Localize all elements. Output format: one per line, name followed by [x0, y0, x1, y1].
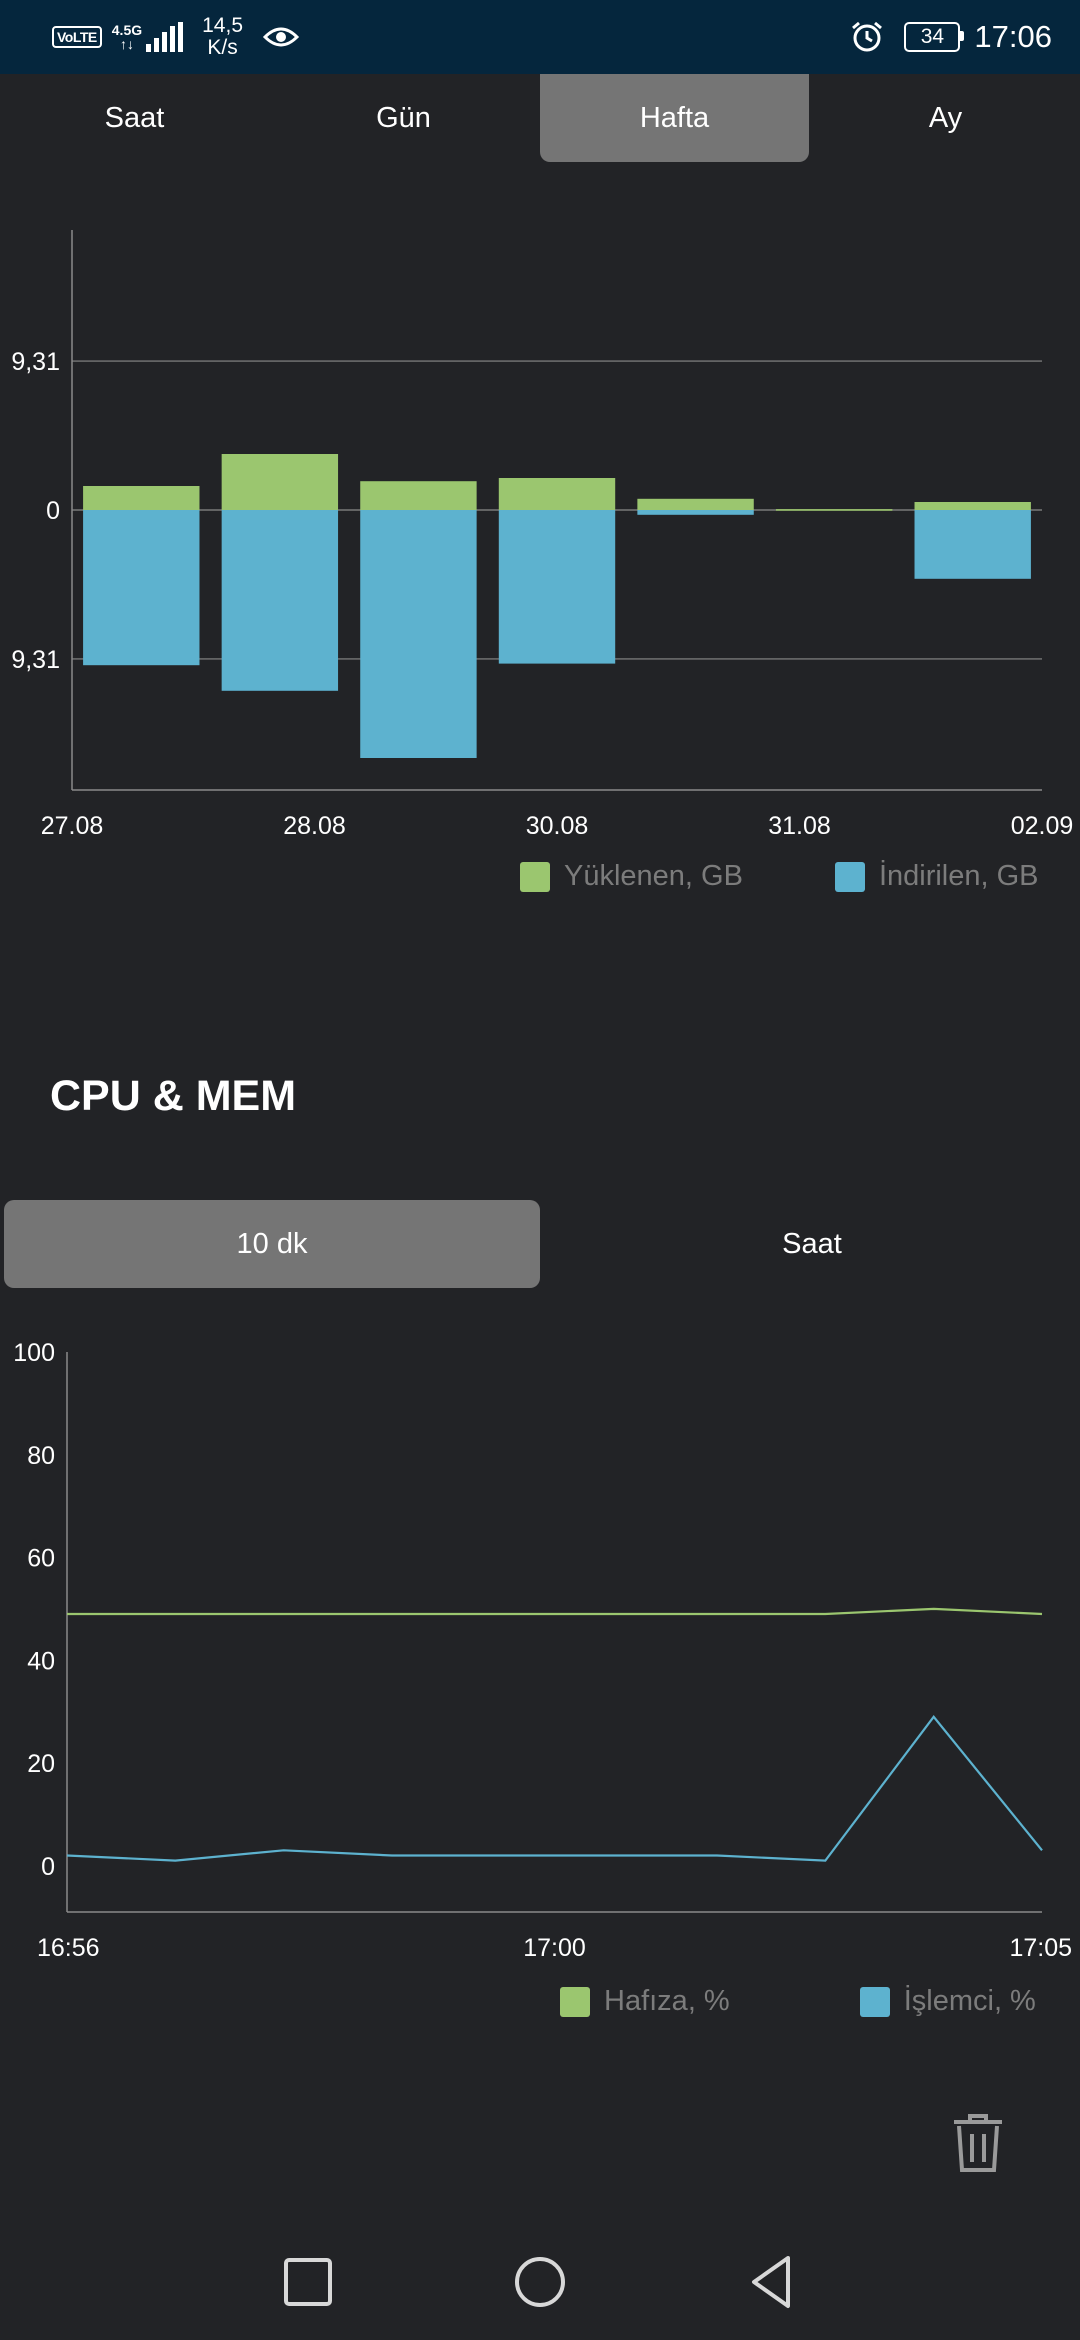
- y-tick-label: 60: [27, 1545, 55, 1573]
- upload-bar: [83, 486, 200, 510]
- tab-hafta[interactable]: Hafta: [540, 74, 809, 162]
- traffic-period-tabs: Saat Gün Hafta Ay: [0, 74, 1080, 162]
- download-bar: [637, 510, 754, 515]
- tab-label: Saat: [104, 101, 165, 134]
- y-tick-label: 100: [13, 1339, 55, 1367]
- y-tick-label: 20: [27, 1750, 55, 1778]
- traffic-legend: Yüklenen, GB İndirilen, GB: [520, 860, 1039, 893]
- x-tick-label: 30.08: [526, 812, 589, 840]
- x-tick-label: 17:00: [523, 1934, 586, 1962]
- x-tick-label: 17:05: [1009, 1934, 1072, 1962]
- trash-icon[interactable]: [950, 2112, 1006, 2174]
- upload-bar: [637, 498, 754, 510]
- traffic-bar-chart: 9,31 0 9,31 27.08 28.08 30.08 31.08 02.09: [11, 230, 1074, 840]
- tab-label: Hafta: [639, 101, 710, 134]
- tab-label: 10 dk: [236, 1227, 308, 1260]
- download-bar: [498, 510, 616, 664]
- download-legend-swatch: [834, 861, 865, 892]
- upload-bar: [498, 478, 616, 510]
- y-tick-label: 9,31: [11, 646, 60, 674]
- navigation-bar: [0, 2230, 1080, 2340]
- download-bar: [914, 510, 1031, 579]
- y-tick-label: 0: [41, 1853, 55, 1881]
- x-tick-label: 28.08: [283, 812, 346, 840]
- tab-saat-cpu[interactable]: Saat: [544, 1200, 1080, 1288]
- section-title: CPU & MEM: [50, 1072, 297, 1120]
- battery-icon: 34: [904, 22, 965, 52]
- download-bar: [360, 510, 477, 758]
- x-tick-label: 31.08: [768, 812, 831, 840]
- status-time: 17:06: [974, 19, 1052, 54]
- upload-legend-swatch: [520, 861, 550, 892]
- memory-line: [67, 1607, 1043, 1616]
- memory-legend-swatch: [560, 1986, 590, 2017]
- tab-10dk[interactable]: 10 dk: [4, 1200, 540, 1288]
- upload-legend-label: Yüklenen, GB: [564, 860, 743, 892]
- tab-label: Saat: [782, 1227, 842, 1260]
- alarm-icon: [852, 21, 883, 52]
- download-bar: [83, 510, 200, 666]
- status-bar: VoLTE 4.5G ↑↓ 14,5 K/s 34 17:06: [0, 0, 1080, 74]
- eye-icon: [263, 27, 299, 47]
- upload-bar: [914, 502, 1031, 510]
- cpu-line: [66, 1715, 1043, 1862]
- network-speed: 14,5 K/s: [202, 14, 243, 59]
- volte-badge: VoLTE: [52, 26, 102, 48]
- memory-legend-label: Hafıza, %: [604, 1985, 730, 2017]
- y-tick-label: 0: [46, 497, 60, 525]
- y-tick-label: 80: [27, 1442, 55, 1470]
- x-tick-label: 02.09: [1011, 812, 1074, 840]
- tab-label: Ay: [928, 101, 963, 134]
- download-bar: [221, 510, 339, 691]
- tab-ay[interactable]: Ay: [811, 74, 1080, 162]
- circle-icon[interactable]: [508, 2250, 572, 2314]
- back-triangle-icon[interactable]: [740, 2250, 804, 2314]
- x-tick-label: 16:56: [37, 1934, 100, 1962]
- cpu-mem-line-chart: 100 80 60 40 20 0 16:56 17:00 17:05: [13, 1339, 1072, 1962]
- cpu-legend-label: İşlemci, %: [903, 1985, 1036, 2017]
- tab-saat[interactable]: Saat: [0, 74, 269, 162]
- download-legend-label: İndirilen, GB: [878, 860, 1039, 892]
- cpu-legend: Hafıza, % İşlemci, %: [560, 1985, 1036, 2018]
- y-tick-label: 9,31: [11, 348, 60, 376]
- tab-label: Gün: [376, 101, 431, 134]
- network-gen-label: 4.5G ↑↓: [111, 22, 143, 52]
- upload-bar: [221, 454, 339, 510]
- signal-icon: [146, 22, 186, 52]
- cpu-legend-swatch: [859, 1986, 890, 2017]
- y-tick-label: 40: [27, 1647, 55, 1675]
- cpu-period-tabs: 10 dk Saat: [0, 1200, 1080, 1288]
- upload-bar: [360, 481, 477, 510]
- square-icon[interactable]: [276, 2250, 340, 2314]
- x-tick-label: 27.08: [41, 812, 104, 840]
- tab-gun[interactable]: Gün: [269, 74, 538, 162]
